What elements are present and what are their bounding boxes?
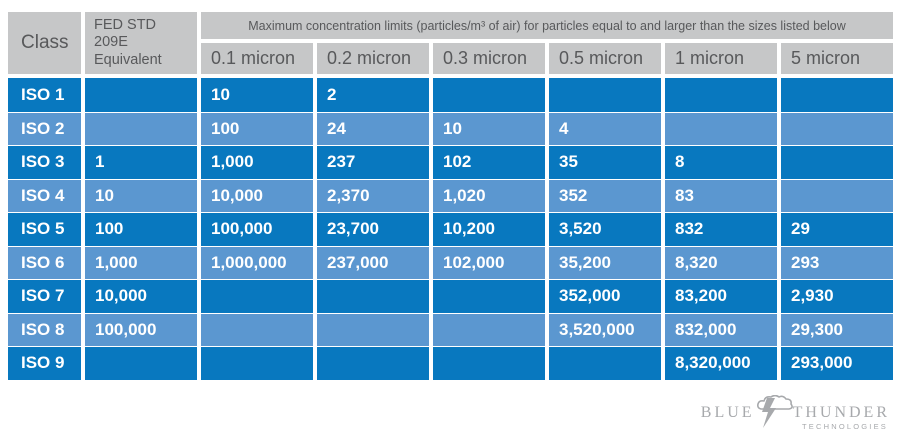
logo-subtext: TECHNOLOGIES xyxy=(802,422,888,431)
cell-value: 10,000 xyxy=(201,179,313,212)
cell-value xyxy=(781,78,893,112)
iso-class-table: Class FED STD 209E Equivalent Maximum co… xyxy=(8,12,893,380)
blue-thunder-logo: BLUE THUNDER TECHNOLOGIES xyxy=(701,395,890,431)
row-fed-value: 10 xyxy=(85,179,197,212)
cell-value xyxy=(549,347,661,380)
header-fed-std-209e: FED STD 209E Equivalent xyxy=(85,12,197,74)
cell-value: 352,000 xyxy=(549,280,661,313)
row-class-label: ISO 4 xyxy=(8,179,81,212)
row-class-label: ISO 1 xyxy=(8,78,81,112)
table-row-iso-9: ISO 9 8,320,000 293,000 xyxy=(8,346,893,380)
cell-value: 3,520,000 xyxy=(549,313,661,346)
cell-value: 8,320 xyxy=(665,246,777,279)
cell-value xyxy=(317,280,429,313)
cell-value: 29 xyxy=(781,213,893,246)
cell-value xyxy=(665,112,777,145)
table-row-iso-6: ISO 6 1,000 1,000,000 237,000 102,000 35… xyxy=(8,245,893,279)
cell-value: 102 xyxy=(433,146,545,179)
table-row-iso-2: ISO 2 100 24 10 4 xyxy=(8,111,893,145)
cell-value: 10,200 xyxy=(433,213,545,246)
cell-value: 102,000 xyxy=(433,246,545,279)
table-row-iso-7: ISO 7 10,000 352,000 83,200 2,930 xyxy=(8,279,893,313)
header-0-1-micron: 0.1 micron xyxy=(201,43,313,74)
row-fed-value: 100,000 xyxy=(85,313,197,346)
row-fed-value: 1,000 xyxy=(85,246,197,279)
cell-value xyxy=(433,78,545,112)
cell-value xyxy=(317,347,429,380)
cell-value: 293 xyxy=(781,246,893,279)
cell-value: 8,320,000 xyxy=(665,347,777,380)
table-header: Class FED STD 209E Equivalent Maximum co… xyxy=(8,12,893,74)
row-fed-value: 1 xyxy=(85,146,197,179)
cell-value: 237,000 xyxy=(317,246,429,279)
cell-value: 1,000 xyxy=(201,146,313,179)
header-1-micron: 1 micron xyxy=(665,43,777,74)
cell-value: 29,300 xyxy=(781,313,893,346)
table-row-iso-4: ISO 4 10 10,000 2,370 1,020 352 83 xyxy=(8,178,893,212)
row-class-label: ISO 6 xyxy=(8,246,81,279)
cell-value xyxy=(201,280,313,313)
table-row-iso-5: ISO 5 100 100,000 23,700 10,200 3,520 83… xyxy=(8,212,893,246)
cell-value: 832 xyxy=(665,213,777,246)
cell-value: 1,020 xyxy=(433,179,545,212)
row-fed-value: 100 xyxy=(85,213,197,246)
row-fed-value xyxy=(85,112,197,145)
row-fed-value: 10,000 xyxy=(85,280,197,313)
header-0-2-micron: 0.2 micron xyxy=(317,43,429,74)
logo-word-thunder: THUNDER xyxy=(792,404,890,421)
cell-value: 3,520 xyxy=(549,213,661,246)
cell-value xyxy=(433,280,545,313)
cell-value: 10 xyxy=(201,78,313,112)
cell-value: 8 xyxy=(665,146,777,179)
header-concentration-limits: Maximum concentration limits (particles/… xyxy=(201,12,893,39)
cell-value: 2 xyxy=(317,78,429,112)
header-class: Class xyxy=(8,12,81,74)
cell-value: 24 xyxy=(317,112,429,145)
cell-value: 35,200 xyxy=(549,246,661,279)
cell-value xyxy=(781,179,893,212)
row-class-label: ISO 9 xyxy=(8,347,81,380)
row-fed-value xyxy=(85,347,197,380)
row-class-label: ISO 2 xyxy=(8,112,81,145)
cell-value xyxy=(433,313,545,346)
row-class-label: ISO 5 xyxy=(8,213,81,246)
header-0-3-micron: 0.3 micron xyxy=(433,43,545,74)
row-class-label: ISO 3 xyxy=(8,146,81,179)
cell-value xyxy=(201,313,313,346)
row-fed-value xyxy=(85,78,197,112)
table-body: ISO 1 10 2 ISO 2 100 24 10 4 ISO 3 1 1,0… xyxy=(8,78,893,380)
cell-value: 100,000 xyxy=(201,213,313,246)
cell-value xyxy=(433,347,545,380)
cell-value xyxy=(317,313,429,346)
cell-value: 100 xyxy=(201,112,313,145)
cell-value: 293,000 xyxy=(781,347,893,380)
row-class-label: ISO 7 xyxy=(8,280,81,313)
cell-value: 2,370 xyxy=(317,179,429,212)
header-5-micron: 5 micron xyxy=(781,43,893,74)
cell-value: 83,200 xyxy=(665,280,777,313)
cell-value: 23,700 xyxy=(317,213,429,246)
cell-value xyxy=(549,78,661,112)
cloud-lightning-icon xyxy=(756,395,793,428)
table-row-iso-8: ISO 8 100,000 3,520,000 832,000 29,300 xyxy=(8,312,893,346)
cell-value: 832,000 xyxy=(665,313,777,346)
cell-value: 1,000,000 xyxy=(201,246,313,279)
table-row-iso-1: ISO 1 10 2 xyxy=(8,78,893,112)
cell-value xyxy=(781,112,893,145)
cell-value: 352 xyxy=(549,179,661,212)
cell-value: 35 xyxy=(549,146,661,179)
logo-word-blue: BLUE xyxy=(700,404,755,421)
cell-value: 83 xyxy=(665,179,777,212)
cell-value: 2,930 xyxy=(781,280,893,313)
cell-value: 237 xyxy=(317,146,429,179)
cell-value xyxy=(665,78,777,112)
cell-value xyxy=(201,347,313,380)
cell-value: 4 xyxy=(549,112,661,145)
cell-value: 10 xyxy=(433,112,545,145)
row-class-label: ISO 8 xyxy=(8,313,81,346)
header-0-5-micron: 0.5 micron xyxy=(549,43,661,74)
table-row-iso-3: ISO 3 1 1,000 237 102 35 8 xyxy=(8,145,893,179)
cell-value xyxy=(781,146,893,179)
